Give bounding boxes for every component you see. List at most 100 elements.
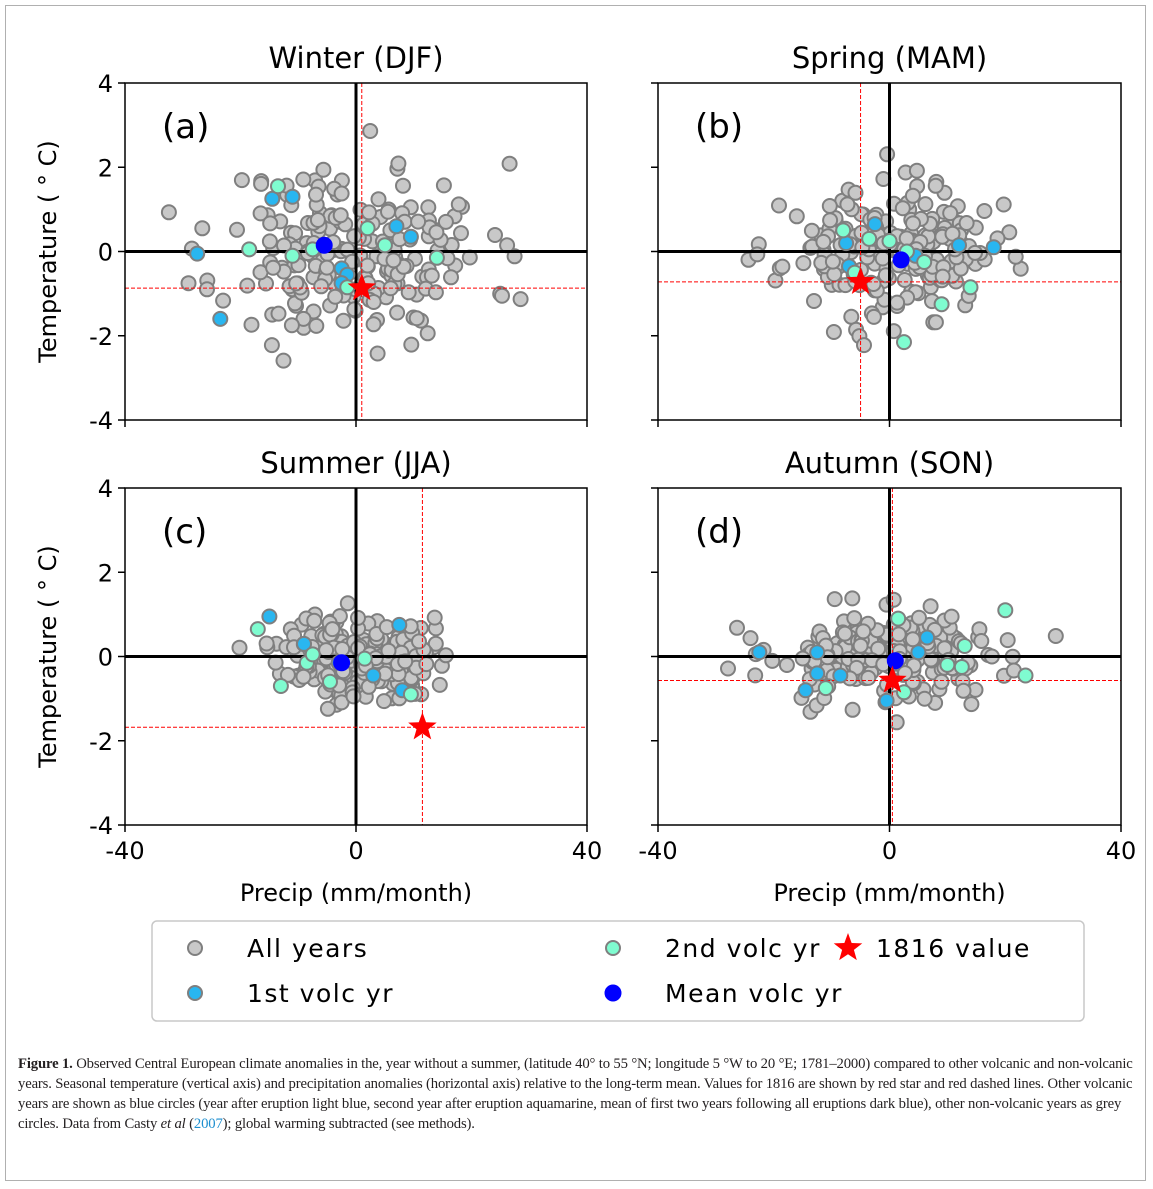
all-years-point (771, 197, 787, 214)
all-years-point (856, 337, 872, 354)
all-years-point (308, 186, 324, 203)
first-volc-yr-point (838, 235, 855, 252)
first-volc-yr-point (296, 635, 312, 652)
all-years-point (345, 688, 362, 705)
all-years-point (215, 292, 232, 309)
all-years-point (419, 325, 436, 342)
all-years-point (160, 204, 177, 221)
all-years-point (263, 337, 280, 354)
second-volc-yr-point (997, 602, 1014, 619)
all-years-point (380, 203, 396, 220)
second-volc-yr-point (376, 237, 393, 254)
figure-caption: Figure 1. Observed Central European clim… (18, 1054, 1136, 1134)
first-volc-yr-series (751, 629, 936, 709)
all-years-point (233, 172, 250, 189)
all-years-point (916, 690, 933, 707)
all-years-point (742, 630, 759, 647)
all-years-point (426, 609, 443, 626)
second-volc-yr-point (896, 334, 912, 351)
second-volc-yr-point (962, 279, 979, 296)
all-years-point (839, 196, 856, 213)
legend-label: 2nd volc yr (665, 934, 821, 963)
legend-marker (187, 985, 203, 1001)
all-years-point (904, 187, 921, 204)
all-years-point (774, 258, 791, 275)
all-years-point (252, 205, 269, 222)
first-volc-yr-point (751, 644, 768, 661)
y-tick-label: 2 (98, 154, 113, 182)
legend-item-first: 1st volc yr (187, 979, 394, 1008)
all-years-point (428, 224, 445, 241)
all-years-point (309, 212, 326, 228)
all-years-point (747, 667, 764, 684)
all-years-point (359, 257, 376, 274)
figure-canvas: -4 -2 0 2 4 Winter (DJF) (a) Temperature ( ° C)… (34, 41, 1136, 1022)
all-years-point (335, 312, 352, 329)
mean-volc-yr-point (333, 654, 351, 672)
all-years-point (958, 215, 975, 231)
legend-item-second: 2nd volc yr (605, 934, 821, 963)
second-volc-yr-point (356, 650, 373, 667)
first-volc-yr-point (391, 616, 408, 633)
all-years-point (437, 213, 454, 230)
all-years-point (295, 668, 312, 685)
all-years-point (229, 221, 245, 238)
all-years-point (999, 632, 1016, 649)
all-years-point (512, 291, 529, 308)
all-years-point (922, 598, 939, 615)
x-axis-label: Precip (mm/month) (773, 879, 1005, 907)
all-years-point (385, 252, 402, 269)
all-years-point (879, 146, 896, 163)
all-years-point (860, 669, 877, 686)
all-years-point (324, 621, 341, 638)
all-years-point (258, 635, 275, 652)
all-years-point (408, 310, 425, 327)
all-years-point (319, 700, 336, 717)
panel-label: (a) (162, 107, 209, 147)
all-years-point (410, 213, 427, 230)
all-years-point (888, 714, 905, 731)
all-years-point (825, 324, 842, 340)
all-years-point (896, 272, 913, 288)
all-years-series (740, 146, 1029, 354)
all-years-point (933, 673, 950, 690)
all-years-point (295, 171, 312, 188)
first-volc-yr-point (809, 665, 826, 682)
caption-label: Figure 1. (18, 1056, 73, 1072)
all-years-point (821, 198, 838, 214)
legend-label: 1st volc yr (247, 979, 394, 1008)
all-years-point (395, 177, 411, 194)
panel-label: (c) (162, 512, 207, 552)
all-years-point (788, 208, 805, 225)
all-years-point (231, 639, 248, 656)
figure-frame (5, 5, 1146, 1181)
all-years-point (908, 162, 925, 179)
all-years-point (315, 161, 332, 178)
legend-marker (187, 940, 203, 956)
first-volc-yr-series (189, 188, 419, 327)
caption-reference-link[interactable]: 2007 (193, 1116, 223, 1132)
y-axis-label: Temperature ( ° C) (34, 545, 62, 768)
all-years-point (350, 609, 366, 626)
all-years-point (794, 650, 811, 667)
all-years-point (275, 352, 292, 369)
all-years-point (720, 660, 736, 677)
legend-item-star: 1816 value (833, 933, 1029, 963)
first-volc-yr-point (985, 239, 1002, 256)
all-years-point (365, 316, 382, 333)
value-1816-star (846, 266, 875, 294)
all-years-point (262, 215, 279, 232)
all-years-point (855, 623, 872, 640)
y-tick-label: 0 (98, 644, 113, 672)
x-tick-label: -40 (638, 837, 677, 865)
value-1816-star (878, 665, 907, 693)
legend: All years 2nd volc yr 1816 value 1st volc y… (151, 920, 1085, 1022)
value-1816-star (347, 273, 377, 301)
y-tick-label: -4 (89, 812, 113, 840)
all-years-point (824, 253, 841, 270)
x-tick-label: 40 (572, 837, 603, 865)
all-years-point (917, 196, 934, 213)
all-years-point (265, 259, 282, 276)
first-volc-yr-point (867, 216, 883, 233)
all-years-point (795, 255, 812, 272)
